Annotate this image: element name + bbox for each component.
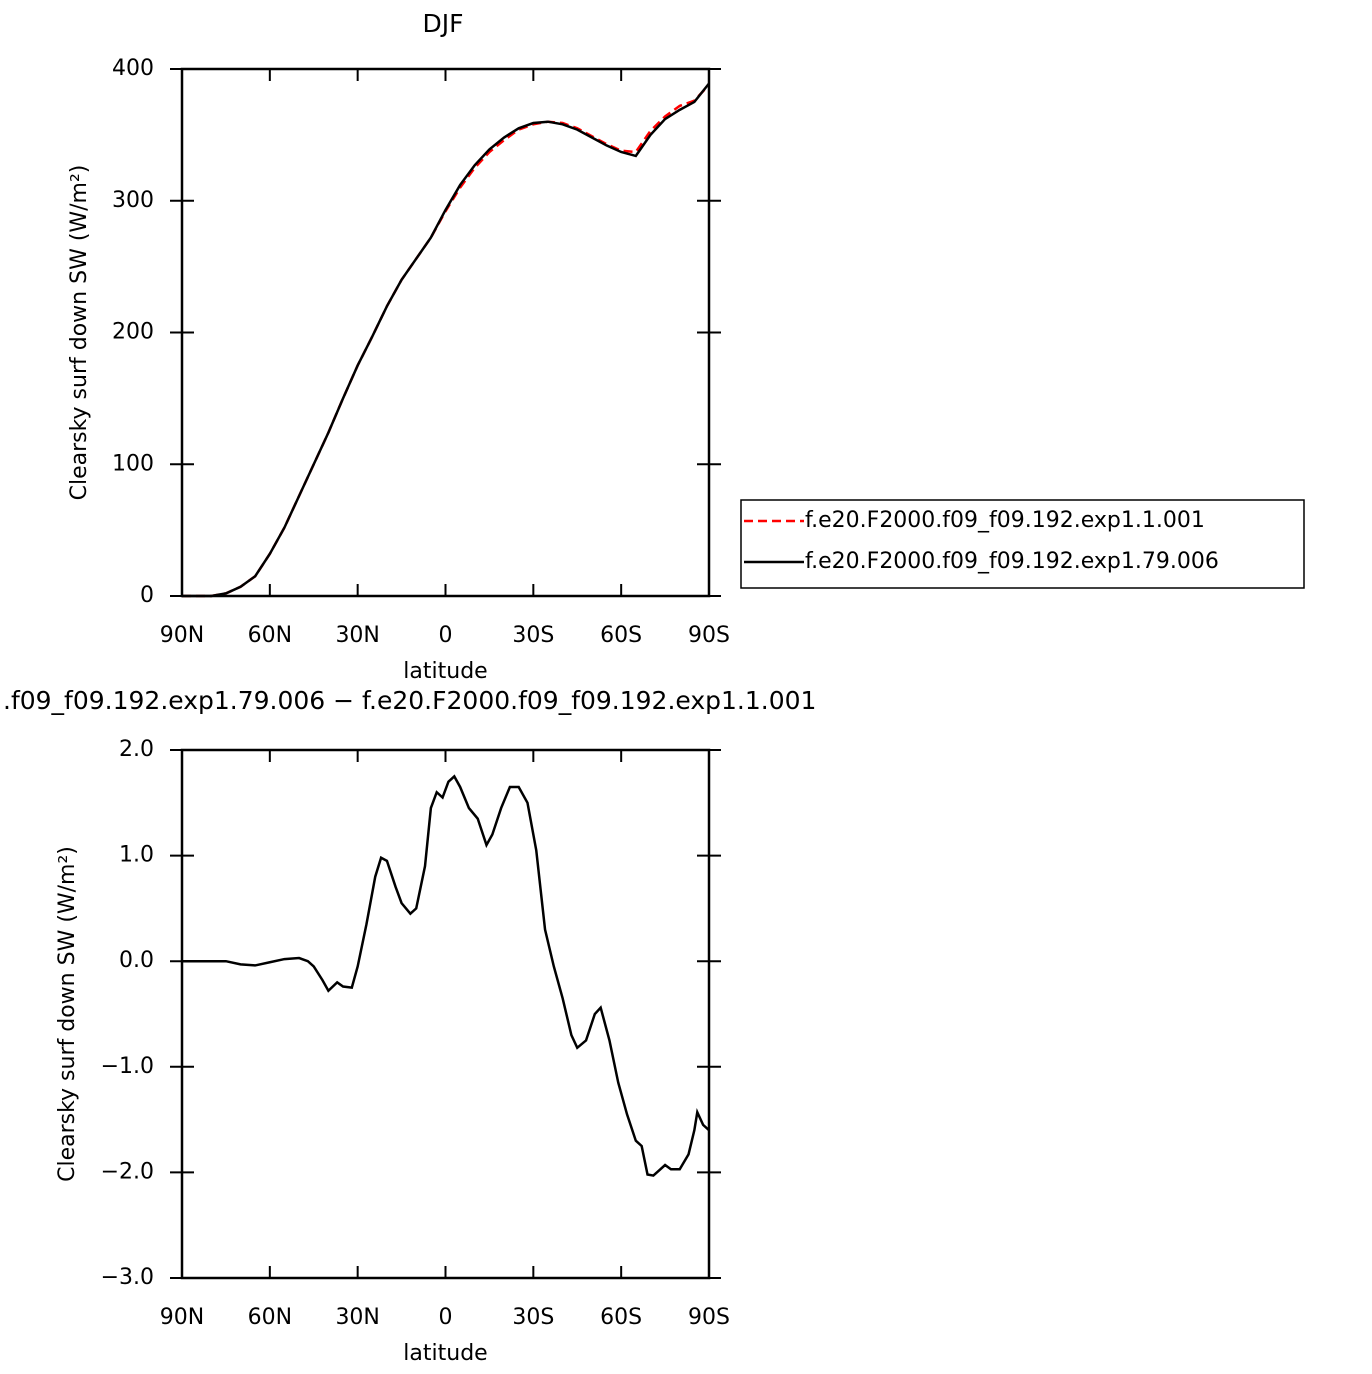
y-axis-label: Clearsky surf down SW (W/m²) — [67, 165, 92, 501]
chart-title: DJF — [422, 9, 463, 38]
x-tick-label: 60S — [600, 623, 642, 648]
plot-frame — [180, 748, 711, 1280]
y-tick-label: −1.0 — [101, 1054, 154, 1079]
data-line — [182, 82, 710, 598]
y-tick-label: 1.0 — [119, 843, 154, 868]
x-tick-label: 30S — [512, 623, 554, 648]
y-tick-label: −3.0 — [101, 1265, 154, 1290]
y-tick-label: −2.0 — [101, 1159, 154, 1184]
x-tick-label: 90N — [160, 623, 204, 648]
x-tick-label: 0 — [439, 1305, 453, 1330]
y-tick-label: 200 — [112, 320, 154, 345]
x-tick-label: 0 — [439, 623, 453, 648]
data-line — [182, 83, 710, 598]
x-axis-label: latitude — [403, 659, 487, 684]
y-tick-label: 0.0 — [119, 948, 154, 973]
chart-title: .f09_f09.192.exp1.79.006 − f.e20.F2000.f… — [3, 686, 816, 715]
legend-label: f.e20.F2000.f09_f09.192.exp1.79.006 — [805, 549, 1219, 574]
x-tick-label: 90N — [160, 1305, 204, 1330]
y-tick-label: 300 — [112, 188, 154, 213]
y-tick-label: 400 — [112, 56, 154, 81]
legend-label: f.e20.F2000.f09_f09.192.exp1.1.001 — [805, 508, 1205, 533]
x-axis-label: latitude — [403, 1341, 487, 1366]
y-tick-label: 2.0 — [119, 737, 154, 762]
y-axis-label: Clearsky surf down SW (W/m²) — [55, 846, 80, 1182]
x-tick-label: 90S — [688, 1305, 730, 1330]
x-tick-label: 90S — [688, 623, 730, 648]
legend-box — [740, 499, 1305, 589]
x-tick-label: 30N — [335, 623, 379, 648]
x-tick-label: 30N — [335, 1305, 379, 1330]
y-tick-label: 100 — [112, 451, 154, 476]
x-tick-label: 60N — [248, 623, 292, 648]
x-tick-label: 60N — [248, 1305, 292, 1330]
x-tick-label: 30S — [512, 1305, 554, 1330]
x-tick-label: 60S — [600, 1305, 642, 1330]
y-tick-label: 0 — [140, 583, 154, 608]
plot-frame — [180, 67, 711, 598]
data-line — [182, 774, 710, 1177]
